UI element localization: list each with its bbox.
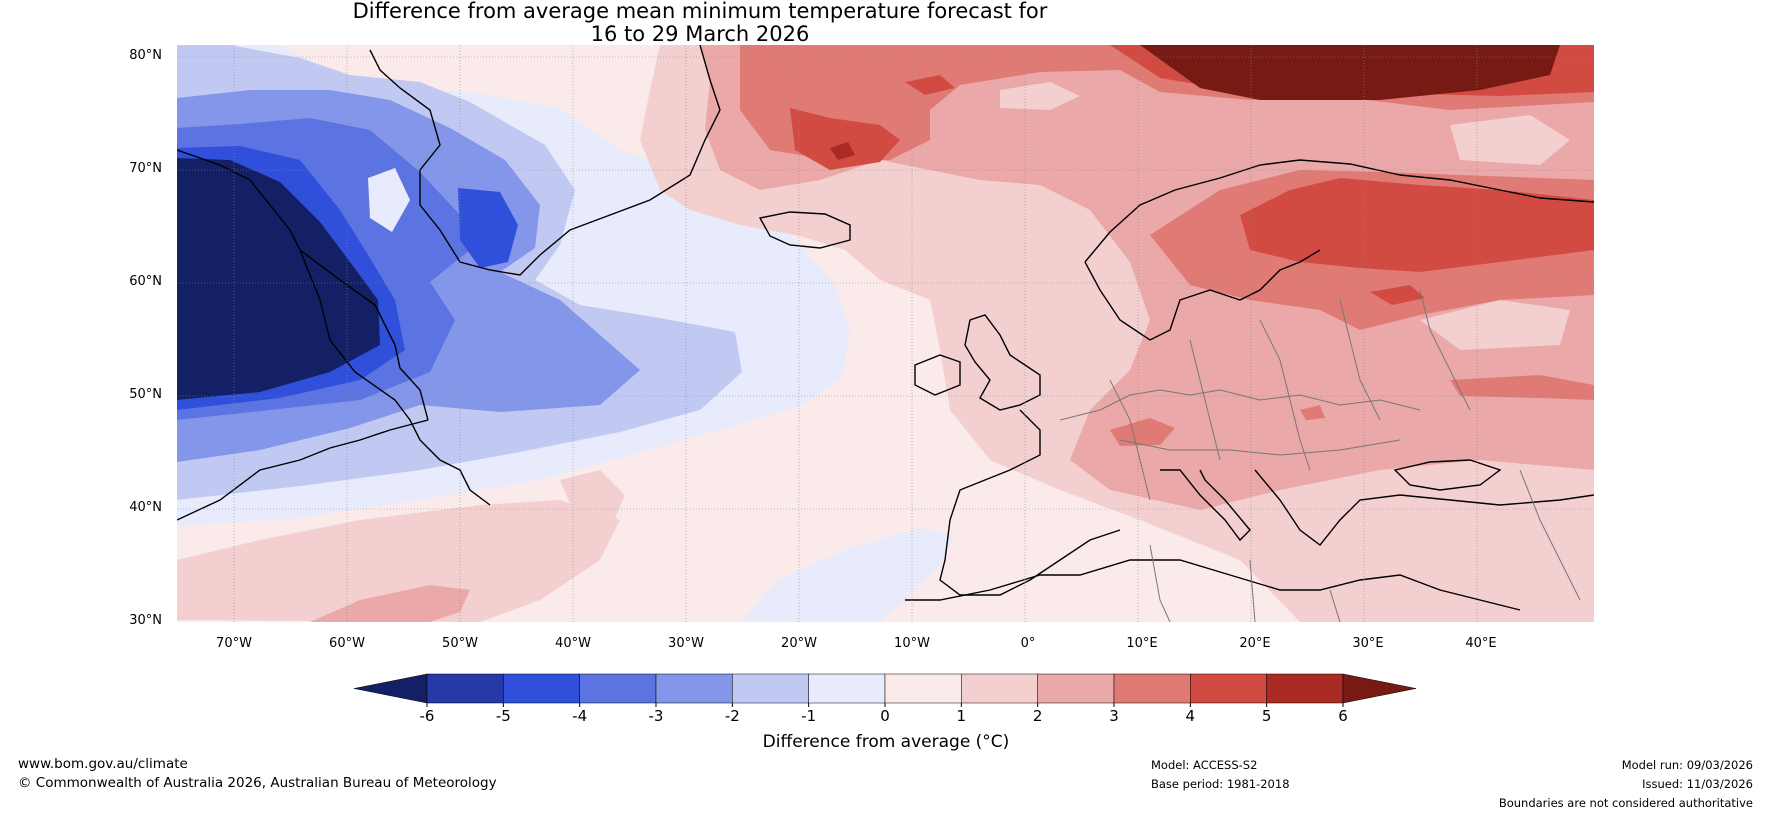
lon-label-60w: 60°W (329, 636, 365, 651)
anomaly-band-3-to-4-dinaric (1300, 405, 1325, 420)
colorbar-bin (426, 673, 504, 704)
colorbar-bin (1037, 673, 1115, 704)
model-run-text: Model run: 09/03/2026 (1621, 758, 1753, 772)
colorbar-tick-label: -5 (496, 707, 511, 725)
anomaly-band-3-to-4-russia (1450, 375, 1594, 400)
colorbar-tick-label: 5 (1262, 707, 1272, 725)
colorbar-bin (808, 673, 886, 704)
colorbar-tick-label: 2 (1033, 707, 1043, 725)
lon-label-10w: 10°W (894, 636, 930, 651)
lon-label-20w: 20°W (781, 636, 817, 651)
anomaly-band-1-to-2-local-greenland-sea (1000, 82, 1080, 110)
colorbar-tick-label: -1 (801, 707, 816, 725)
lat-label-30n: 30°N (129, 613, 162, 628)
colorbar-tick-label: 4 (1186, 707, 1196, 725)
cold-anomaly-field (177, 45, 1510, 622)
colorbar-tick-label: -3 (649, 707, 664, 725)
scandinavia-coast (1084, 159, 1594, 263)
colorbar: -6 -5 -4 -3 -2 -1 0 1 2 3 4 5 6 Difference from aver… (353, 673, 1417, 752)
lon-label-0: 0° (1020, 636, 1036, 651)
italy-coast (1160, 469, 1251, 542)
colorbar-bin (732, 673, 809, 704)
north-africa-coast (905, 559, 1521, 611)
anomaly-band-3-to-4-alps (1110, 418, 1175, 446)
greece-turkey-coast (1254, 469, 1594, 546)
anomaly-band-1-to-2-southwest (177, 500, 620, 622)
colorbar-bin (961, 673, 1038, 704)
norway-sweden-south (1084, 249, 1321, 341)
anomaly-band-4-to-5-norwegian (905, 75, 955, 95)
copyright-text: © Commonwealth of Australia 2026, Austra… (18, 775, 497, 791)
lat-label-60n: 60°N (129, 274, 162, 289)
anomaly-band-minus1-to-0-south (740, 528, 955, 622)
model-text: Model: ACCESS-S2 (1151, 758, 1258, 772)
lon-label-70w: 70°W (216, 636, 252, 651)
iceland-coast (758, 211, 851, 249)
lon-label-30w: 30°W (668, 636, 704, 651)
anomaly-band-2-to-3-southwest (310, 585, 470, 622)
greenland-coast (369, 45, 721, 276)
anomaly-band-1-to-2-local-barents (1450, 115, 1570, 165)
black-sea-coast (1393, 459, 1502, 491)
anomaly-band-1-to-2-local-atlantic (560, 470, 625, 530)
lon-label-30e: 30°E (1352, 636, 1384, 651)
lon-label-10e: 10°E (1126, 636, 1158, 651)
map-title-line-2: 16 to 29 March 2026 (590, 22, 810, 46)
anomaly-band-5-to-6 (830, 142, 855, 160)
canada-east-coast (177, 419, 429, 521)
colorbar-extend-above (1342, 673, 1417, 704)
colorbar-bin (579, 673, 657, 704)
issued-text: Issued: 11/03/2026 (1642, 777, 1753, 791)
colorbar-bin (1113, 673, 1191, 704)
disclaimer-text: Boundaries are not considered authoritat… (1498, 796, 1753, 810)
lon-label-40w: 40°W (555, 636, 591, 651)
base-period-text: Base period: 1981-2018 (1151, 777, 1290, 791)
baffin-coast (177, 149, 429, 421)
labrador-coast (299, 249, 491, 506)
colorbar-tick-label: 3 (1109, 707, 1119, 725)
europe-west-coast (939, 409, 1121, 596)
country-borders (1059, 289, 1581, 622)
anomaly-band-1-to-2-local-russia (1420, 300, 1570, 350)
colorbar-tick-label: 1 (957, 707, 967, 725)
anomaly-band-minus1-local (368, 168, 410, 232)
anomaly-band-2-to-3 (700, 45, 1594, 510)
ireland-coast (914, 354, 961, 396)
colorbar-bin (1266, 673, 1344, 704)
anomaly-band-4-to-5 (790, 108, 900, 170)
anomaly-band-minus4-local-greenland (458, 188, 518, 268)
colorbar-label: Difference from average (°C) (763, 732, 1010, 752)
warm-anomaly-field (177, 45, 1594, 622)
colorbar-extend-below (353, 673, 428, 704)
website-link[interactable]: www.bom.gov.au/climate (18, 756, 188, 772)
anomaly-band-4-to-5-local (1370, 285, 1425, 305)
coastlines (177, 45, 1594, 611)
colorbar-tick-label: -2 (725, 707, 740, 725)
map-title-line-1: Difference from average mean minimum tem… (352, 0, 1048, 23)
anomaly-band-4-to-5-scandinavia (1240, 178, 1594, 272)
lat-label-40n: 40°N (129, 500, 162, 515)
lon-label-40e: 40°E (1465, 636, 1497, 651)
lon-label-50w: 50°W (442, 636, 478, 651)
colorbar-bin (655, 673, 733, 704)
colorbar-tick-label: 6 (1338, 707, 1348, 725)
lat-label-70n: 70°N (129, 161, 162, 176)
colorbar-bin (1190, 673, 1267, 704)
britain-coast (964, 314, 1041, 411)
colorbar-bin (503, 673, 580, 704)
lat-label-80n: 80°N (129, 48, 162, 63)
colorbar-bin (884, 673, 962, 704)
anomaly-band-above-6 (1140, 45, 1560, 100)
lon-label-20e: 20°E (1239, 636, 1271, 651)
colorbar-tick-label: 0 (880, 707, 890, 725)
lat-label-50n: 50°N (129, 387, 162, 402)
graticule (177, 45, 1594, 622)
colorbar-tick-label: -6 (420, 707, 435, 725)
colorbar-tick-label: -4 (572, 707, 587, 725)
